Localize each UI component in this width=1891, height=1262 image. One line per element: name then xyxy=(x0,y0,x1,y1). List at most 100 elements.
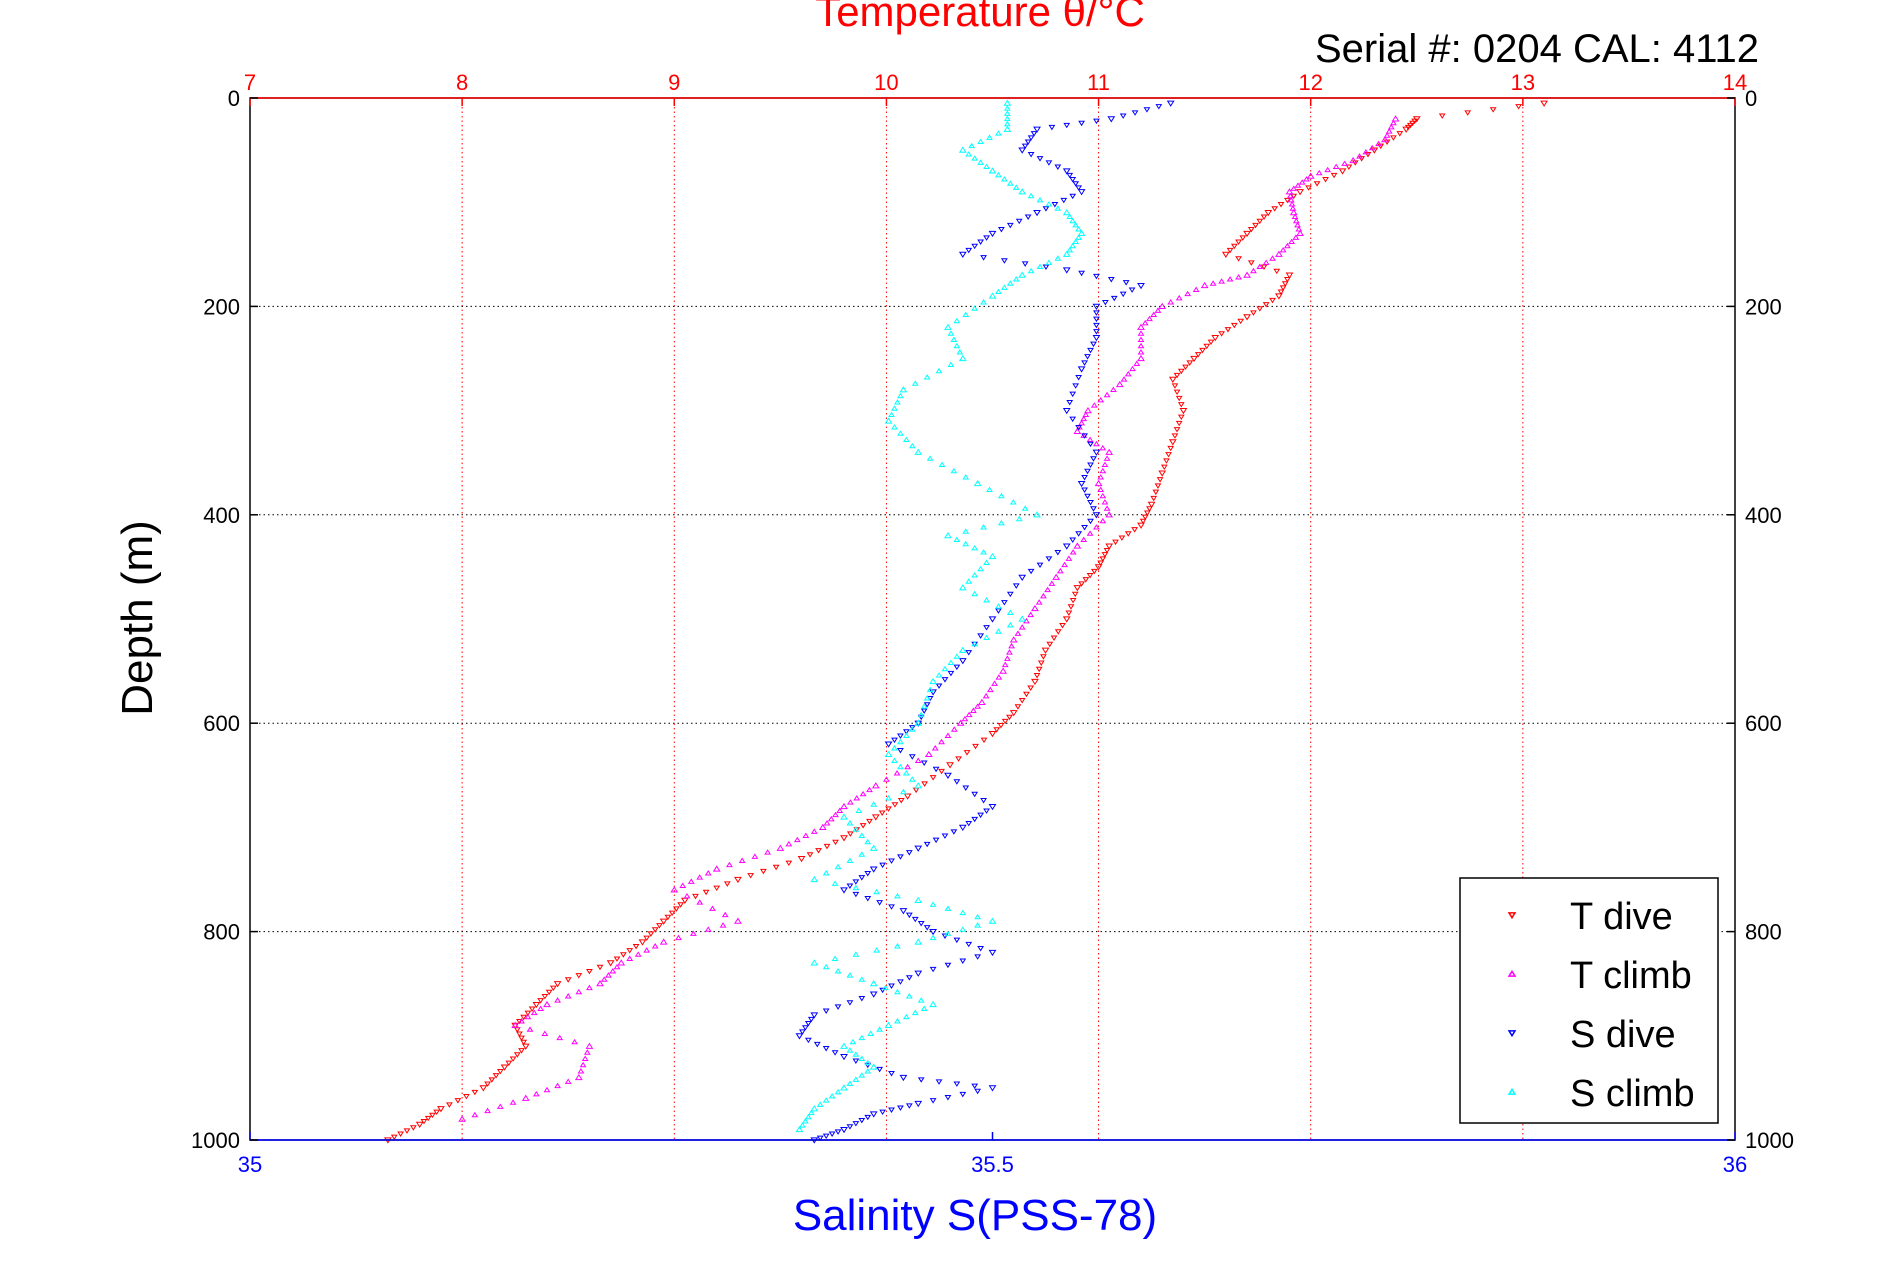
data-point xyxy=(1165,452,1172,458)
data-point xyxy=(1107,277,1115,283)
data-point xyxy=(1295,226,1303,232)
data-point xyxy=(941,833,949,839)
data-point xyxy=(810,1012,819,1019)
data-point xyxy=(1155,104,1163,110)
data-point xyxy=(433,1109,441,1116)
data-point xyxy=(894,988,901,995)
data-point xyxy=(971,305,979,311)
data-point xyxy=(1072,383,1080,389)
data-point xyxy=(1045,160,1053,166)
data-point xyxy=(1062,543,1071,550)
salinity-tick-label: 36 xyxy=(1723,1152,1747,1177)
data-point xyxy=(858,996,866,1002)
data-point xyxy=(944,531,952,539)
data-point xyxy=(858,832,866,838)
data-point xyxy=(869,1111,878,1118)
data-point xyxy=(807,1109,815,1116)
data-point xyxy=(659,938,668,945)
data-point xyxy=(677,902,685,908)
data-point xyxy=(1092,335,1101,342)
data-point xyxy=(908,725,916,731)
data-point xyxy=(958,354,967,362)
data-point xyxy=(965,711,973,718)
data-point xyxy=(941,677,949,683)
data-point xyxy=(1009,636,1018,643)
data-point xyxy=(846,857,854,863)
data-point xyxy=(959,958,967,964)
legend: T dive T climb S dive S climb xyxy=(1459,877,1719,1124)
data-point xyxy=(867,1030,875,1036)
data-point xyxy=(520,1039,528,1046)
data-point xyxy=(902,732,910,738)
data-point xyxy=(905,912,913,919)
data-point xyxy=(446,1102,453,1108)
data-point xyxy=(1256,263,1264,270)
data-point xyxy=(914,448,923,455)
data-point xyxy=(965,151,973,157)
data-point xyxy=(885,806,892,812)
data-point xyxy=(799,1029,806,1035)
data-point xyxy=(679,882,687,889)
depth-tick-label-left: 400 xyxy=(203,503,240,528)
data-point xyxy=(1040,654,1047,660)
data-point xyxy=(888,983,895,989)
data-point xyxy=(1199,347,1206,354)
data-point xyxy=(1048,580,1056,586)
data-point xyxy=(1018,615,1027,622)
data-point xyxy=(1090,402,1098,408)
data-point xyxy=(873,888,881,895)
data-point xyxy=(897,979,904,985)
data-point xyxy=(1035,666,1043,673)
data-point xyxy=(692,893,699,900)
data-point xyxy=(858,1117,866,1124)
data-point xyxy=(897,738,904,745)
legend-marker-s-climb xyxy=(1507,1087,1517,1095)
data-point xyxy=(995,130,1002,136)
data-point xyxy=(953,779,961,785)
data-point xyxy=(526,1026,534,1032)
series-s-dive xyxy=(795,100,1175,1144)
data-point xyxy=(911,380,919,386)
data-point xyxy=(1124,531,1132,537)
data-point xyxy=(554,1082,562,1089)
data-point xyxy=(888,411,895,418)
data-point xyxy=(988,949,997,957)
data-point xyxy=(1036,156,1044,162)
data-point xyxy=(1390,119,1397,126)
data-point xyxy=(1182,364,1189,371)
data-point xyxy=(1062,208,1071,216)
data-point xyxy=(1003,105,1011,111)
data-point xyxy=(1071,591,1079,598)
data-point xyxy=(980,255,987,261)
data-point xyxy=(1006,714,1013,721)
data-point xyxy=(1097,486,1105,493)
data-point xyxy=(571,1038,578,1045)
data-point xyxy=(734,917,742,924)
data-point xyxy=(914,757,922,763)
data-point xyxy=(988,167,997,174)
data-point xyxy=(1003,125,1012,132)
data-point xyxy=(574,1073,583,1081)
data-point xyxy=(908,442,916,449)
data-point xyxy=(846,1080,854,1086)
data-point xyxy=(1256,218,1264,225)
data-point xyxy=(846,1047,854,1053)
data-point xyxy=(520,1014,528,1021)
data-point xyxy=(804,1113,812,1120)
data-point xyxy=(991,680,999,686)
data-point xyxy=(914,970,923,977)
data-point xyxy=(1279,285,1287,291)
data-point xyxy=(1230,243,1238,250)
data-point xyxy=(1137,354,1145,362)
data-point xyxy=(799,1122,806,1128)
data-point xyxy=(1067,604,1075,610)
data-point xyxy=(1006,180,1014,186)
data-point xyxy=(956,719,965,726)
axis-ticks: 7 8 9 10 11 12 13 14 35 35.5 36 0 0 200 200 400 400 600 60… xyxy=(191,70,1794,1177)
data-point xyxy=(935,683,943,689)
x-axis-label: Salinity S(PSS-78) xyxy=(793,1191,1157,1240)
data-point xyxy=(801,1118,809,1124)
data-point xyxy=(1097,560,1105,566)
data-point xyxy=(1093,118,1100,125)
data-point xyxy=(917,921,925,927)
